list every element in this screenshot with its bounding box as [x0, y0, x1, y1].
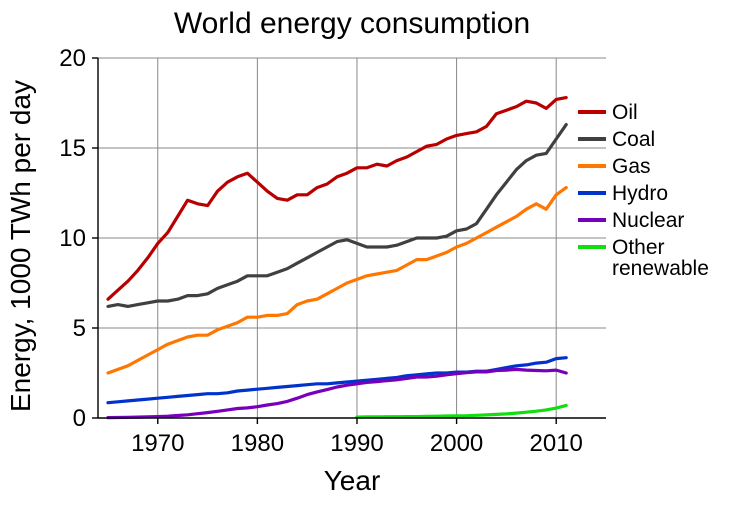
x-tick-label-1990: 1990	[330, 430, 383, 457]
legend-label-nuclear: Nuclear	[612, 209, 684, 232]
series-line-nuclear	[106, 367, 568, 420]
y-tick-label-5: 5	[73, 315, 86, 342]
legend: Oil Coal Gas Hydro Nuclear Other renewable	[578, 101, 709, 280]
y-tick-label-20: 20	[59, 45, 86, 72]
axes	[92, 57, 606, 424]
x-axis-label: Year	[324, 465, 381, 496]
y-tick-label-15: 15	[59, 135, 86, 162]
gridlines	[98, 57, 606, 418]
x-tick-label-1980: 1980	[231, 430, 284, 457]
legend-label-hydro: Hydro	[612, 182, 668, 205]
y-tick-label-10: 10	[59, 225, 86, 252]
series-line-coal	[106, 122, 568, 308]
x-tick-label-2000: 2000	[430, 430, 483, 457]
x-tick-label-2010: 2010	[530, 430, 583, 457]
series-line-gas	[106, 186, 568, 375]
legend-label-coal: Coal	[612, 128, 655, 151]
legend-label-gas: Gas	[612, 155, 651, 178]
x-tick-label-1970: 1970	[131, 430, 184, 457]
series-line-hydro	[106, 356, 568, 405]
legend-label-oil: Oil	[612, 101, 638, 124]
y-axis-label: Energy, 1000 TWh per day	[5, 80, 36, 412]
series-line-other-renewable	[355, 403, 568, 419]
legend-label-other-renewable: Other renewable	[612, 236, 709, 280]
tick-labels: 1970 1980 1990 2000 2010 0 5 10 15 20	[59, 45, 583, 457]
series-line-oil	[106, 95, 568, 301]
chart-title: World energy consumption	[174, 7, 530, 40]
series-lines	[106, 95, 568, 420]
y-tick-label-0: 0	[73, 405, 86, 432]
